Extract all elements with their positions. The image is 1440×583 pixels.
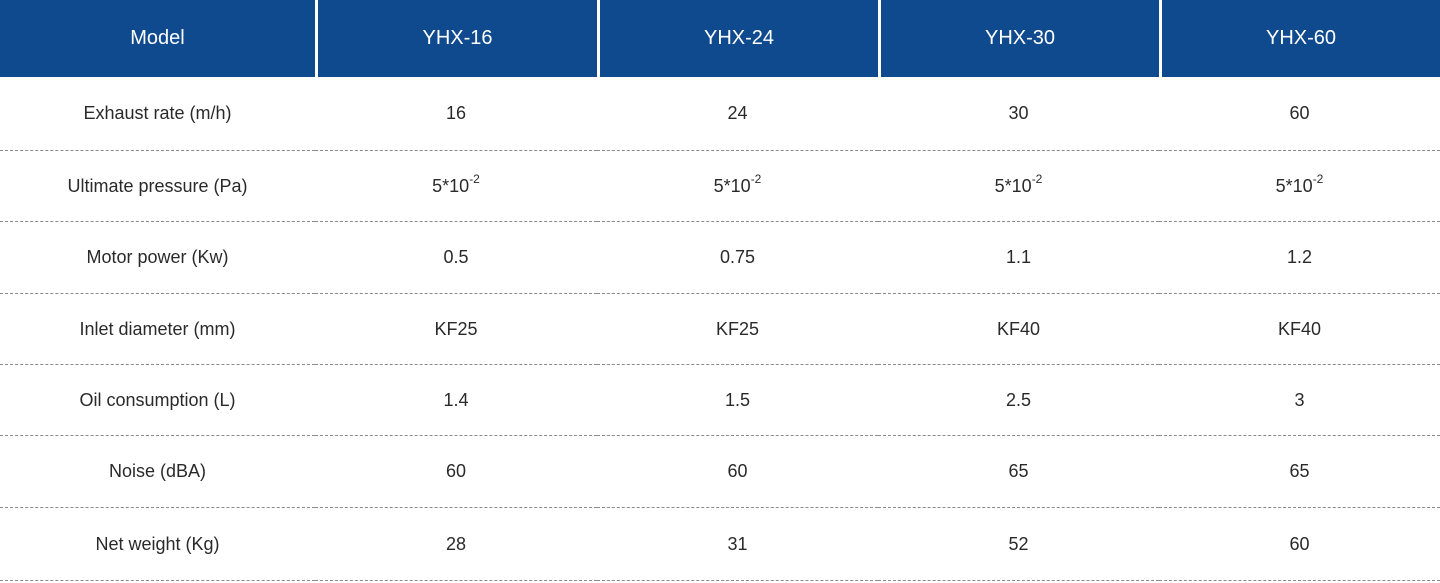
table-cell: 5*10-2 (315, 151, 597, 222)
table-cell: 1.2 (1159, 222, 1440, 294)
pressure-base: 5*10 (432, 175, 470, 196)
table-cell: 31 (597, 508, 878, 581)
table-cell: 60 (1159, 77, 1440, 151)
header-model-yhx-24: YHX-24 (597, 0, 878, 77)
table-row-exhaust-rate: Exhaust rate (m/h) 16 24 30 60 (0, 77, 1440, 151)
table-cell: KF25 (597, 294, 878, 365)
header-model-yhx-30: YHX-30 (878, 0, 1159, 77)
pressure-exponent: -2 (469, 171, 480, 186)
table-cell: 65 (1159, 436, 1440, 508)
table-cell: 60 (1159, 508, 1440, 581)
table-cell: KF25 (315, 294, 597, 365)
table-cell: 1.5 (597, 365, 878, 436)
table-cell: KF40 (1159, 294, 1440, 365)
pressure-base: 5*10 (994, 175, 1032, 196)
table-cell: 2.5 (878, 365, 1159, 436)
table-cell: 0.75 (597, 222, 878, 294)
header-model-yhx-16: YHX-16 (315, 0, 597, 77)
table-row-ultimate-pressure: Ultimate pressure (Pa) 5*10-2 5*10-2 5*1… (0, 151, 1440, 222)
table-cell: 3 (1159, 365, 1440, 436)
row-label: Oil consumption (L) (0, 365, 315, 436)
table-cell: KF40 (878, 294, 1159, 365)
row-label: Inlet diameter (mm) (0, 294, 315, 365)
table-row-motor-power: Motor power (Kw) 0.5 0.75 1.1 1.2 (0, 222, 1440, 294)
table-cell: 5*10-2 (878, 151, 1159, 222)
header-model-yhx-60: YHX-60 (1159, 0, 1440, 77)
header-model-label: Model (0, 0, 315, 77)
table-cell: 60 (597, 436, 878, 508)
table-row-noise: Noise (dBA) 60 60 65 65 (0, 436, 1440, 508)
table-cell: 1.1 (878, 222, 1159, 294)
row-label: Ultimate pressure (Pa) (0, 151, 315, 222)
table-cell: 60 (315, 436, 597, 508)
table-cell: 28 (315, 508, 597, 581)
table-row-oil-consumption: Oil consumption (L) 1.4 1.5 2.5 3 (0, 365, 1440, 436)
table-row-inlet-diameter: Inlet diameter (mm) KF25 KF25 KF40 KF40 (0, 294, 1440, 365)
table-cell: 1.4 (315, 365, 597, 436)
pressure-exponent: -2 (1312, 171, 1324, 186)
pressure-base: 5*10 (1275, 175, 1313, 196)
table-header-row: Model YHX-16 YHX-24 YHX-30 YHX-60 (0, 0, 1440, 77)
row-label: Noise (dBA) (0, 436, 315, 508)
pressure-base: 5*10 (713, 175, 751, 196)
table-cell: 0.5 (315, 222, 597, 294)
table-cell: 5*10-2 (597, 151, 878, 222)
table-cell: 65 (878, 436, 1159, 508)
table-row-net-weight: Net weight (Kg) 28 31 52 60 (0, 508, 1440, 581)
row-label: Exhaust rate (m/h) (0, 77, 315, 151)
table-cell: 16 (315, 77, 597, 151)
table-cell: 24 (597, 77, 878, 151)
row-label: Net weight (Kg) (0, 508, 315, 581)
table-cell: 52 (878, 508, 1159, 581)
pressure-exponent: -2 (750, 171, 762, 186)
table-cell: 30 (878, 77, 1159, 151)
table-cell: 5*10-2 (1159, 151, 1440, 222)
pressure-exponent: -2 (1031, 171, 1043, 186)
row-label: Motor power (Kw) (0, 222, 315, 294)
